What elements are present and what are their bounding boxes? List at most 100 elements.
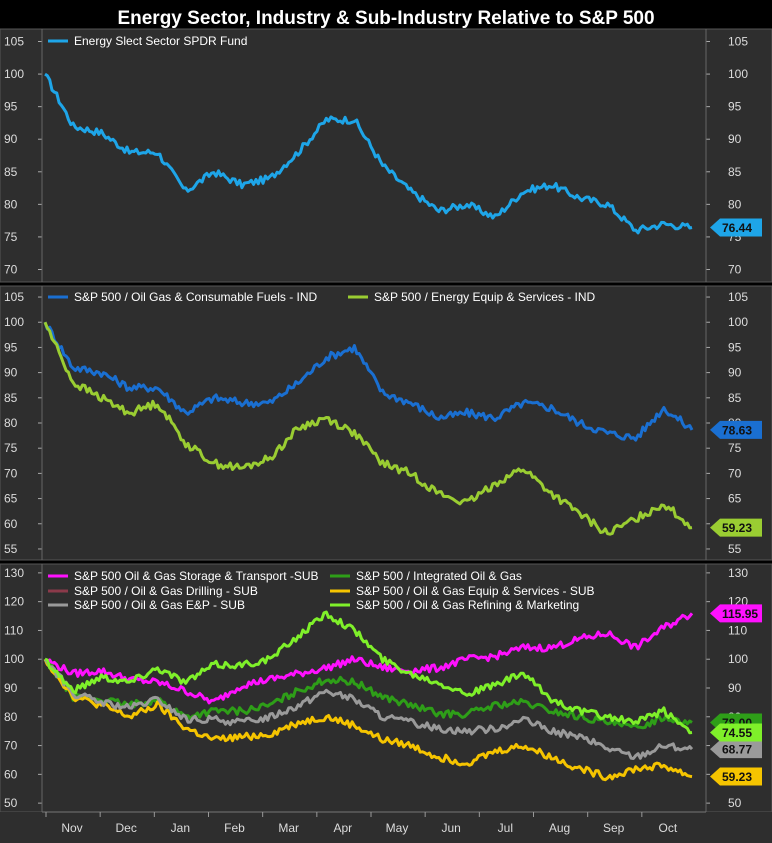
y-tick-label-left: 85: [4, 391, 18, 405]
y-tick-label-left: 80: [4, 710, 18, 724]
last-value-tag: 68.77: [710, 740, 762, 759]
last-value-label: 115.95: [722, 607, 758, 621]
legend-label: S&P 500 / Oil Gas & Consumable Fuels - I…: [74, 290, 318, 304]
legend-label: S&P 500 / Oil & Gas E&P - SUB: [74, 598, 245, 612]
chart-title-bar: Energy Sector, Industry & Sub-Industry R…: [0, 0, 772, 38]
last-value-label: 68.77: [722, 743, 752, 757]
y-tick-label-right: 85: [728, 165, 742, 179]
last-value-tag: 59.23: [710, 767, 762, 786]
chart-title: Energy Sector, Industry & Sub-Industry R…: [117, 8, 655, 29]
legend-label: S&P 500 / Energy Equip & Services - IND: [374, 290, 596, 304]
last-value-tag-bg: [710, 723, 762, 742]
y-tick-label-right: 100: [728, 652, 748, 666]
x-tick-label: Jan: [171, 821, 190, 835]
y-tick-label-left: 100: [4, 315, 24, 329]
y-tick-label-left: 55: [4, 542, 18, 556]
panel-background: [0, 28, 772, 283]
x-tick-label: Nov: [61, 821, 82, 835]
y-tick-label-left: 80: [4, 197, 18, 211]
x-tick-label: May: [386, 821, 409, 835]
y-tick-label-left: 95: [4, 100, 18, 114]
x-tick-label: Mar: [278, 821, 299, 835]
y-tick-label-right: 130: [728, 566, 748, 580]
y-tick-label-left: 60: [4, 767, 18, 781]
series-line: [43, 612, 694, 705]
y-tick-label-left: 80: [4, 416, 18, 430]
series-line: [43, 658, 693, 782]
y-tick-label-right: 75: [728, 441, 742, 455]
y-tick-label-left: 100: [4, 67, 24, 81]
legend-label: S&P 500 / Oil & Gas Refining & Marketing: [356, 598, 579, 612]
last-value-tag-bg: [710, 767, 762, 786]
y-tick-label-right: 90: [728, 681, 742, 695]
y-tick-label-left: 130: [4, 566, 24, 580]
legend-label: S&P 500 / Oil & Gas Drilling - SUB: [74, 584, 258, 598]
y-tick-label-left: 50: [4, 796, 18, 810]
legend-label: S&P 500 Oil & Gas Storage & Transport -S…: [74, 569, 319, 583]
last-value-tag-bg: [710, 420, 762, 439]
last-value-tag-bg: [710, 218, 762, 237]
y-tick-label-right: 95: [728, 340, 742, 354]
panel-middle: 5555606065657070757580808585909095951001…: [0, 285, 772, 561]
last-value-tag: 76.44: [710, 218, 762, 237]
series-line: [43, 321, 693, 536]
y-tick-label-right: 85: [728, 391, 742, 405]
panel-background: [0, 563, 772, 813]
last-value-label: 59.23: [722, 770, 752, 784]
last-value-tag-bg: [710, 518, 762, 537]
y-tick-label-left: 95: [4, 340, 18, 354]
y-tick-label-left: 75: [4, 441, 18, 455]
y-tick-label-right: 90: [728, 366, 742, 380]
y-tick-label-left: 90: [4, 132, 18, 146]
last-value-label: 78.63: [722, 423, 752, 437]
y-tick-label-left: 90: [4, 366, 18, 380]
legend-label: Energy Slect Sector SPDR Fund: [74, 34, 247, 48]
last-value-tag: 59.23: [710, 518, 762, 537]
y-tick-label-left: 105: [4, 290, 24, 304]
y-tick-label-right: 105: [728, 290, 748, 304]
x-tick-label: Apr: [333, 821, 352, 835]
y-tick-label-right: 50: [728, 796, 742, 810]
x-tick-label: Jun: [441, 821, 460, 835]
y-tick-label-left: 70: [4, 262, 18, 276]
x-tick-label: Dec: [115, 821, 136, 835]
x-tick-label: Aug: [549, 821, 570, 835]
x-tick-label: Oct: [658, 821, 677, 835]
y-tick-label-left: 110: [4, 623, 23, 637]
y-tick-label-right: 105: [728, 35, 748, 49]
series-line: [43, 321, 694, 442]
y-tick-label-right: 90: [728, 132, 742, 146]
y-tick-label-left: 70: [4, 466, 18, 480]
y-tick-label-right: 65: [728, 492, 742, 506]
y-tick-label-left: 75: [4, 230, 18, 244]
y-tick-label-right: 110: [728, 623, 747, 637]
series-line: [44, 610, 693, 735]
last-value-tag: 115.95: [710, 604, 762, 623]
y-tick-label-right: 70: [728, 466, 742, 480]
last-value-tag: 74.55: [710, 723, 762, 742]
last-value-label: 76.44: [722, 221, 752, 235]
y-tick-label-left: 60: [4, 517, 18, 531]
panel-background: [0, 285, 772, 561]
y-tick-label-right: 100: [728, 67, 748, 81]
date-axis: Nov Dec Jan Feb Mar Apr May Jun Jul Aug Sep Oct: [0, 811, 772, 843]
series-line: [43, 658, 694, 760]
legend-label: S&P 500 / Oil & Gas Equip & Services - S…: [356, 584, 595, 598]
legend-label: S&P 500 / Integrated Oil & Gas: [356, 569, 522, 583]
y-tick-label-right: 95: [728, 100, 742, 114]
y-tick-label-left: 70: [4, 739, 18, 753]
x-tick-label: Sep: [603, 821, 625, 835]
y-tick-label-right: 70: [728, 262, 742, 276]
x-tick-label: Feb: [224, 821, 245, 835]
series-line: [44, 72, 693, 235]
y-tick-label-left: 120: [4, 595, 24, 609]
y-tick-label-left: 85: [4, 165, 18, 179]
y-tick-label-left: 65: [4, 492, 18, 506]
y-tick-label-right: 55: [728, 542, 742, 556]
x-tick-label: Jul: [498, 821, 513, 835]
date-axis-background: [0, 812, 772, 843]
last-value-tag-bg: [710, 740, 762, 759]
